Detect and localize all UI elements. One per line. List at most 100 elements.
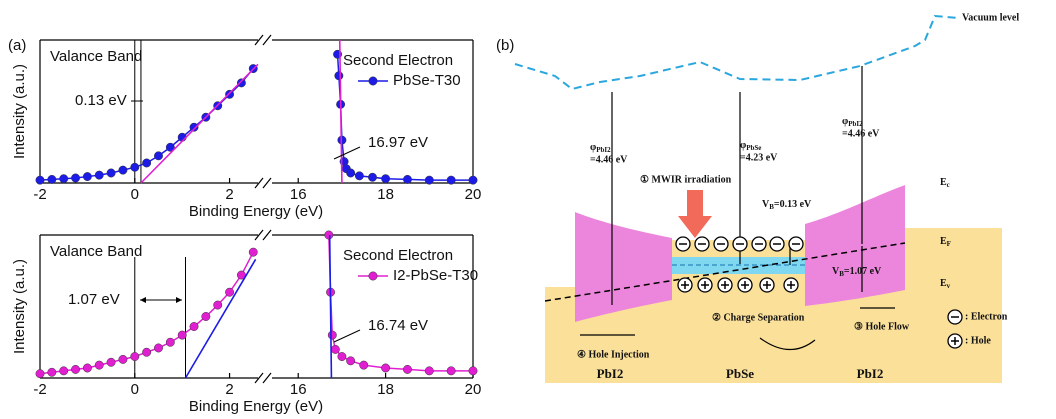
data-point xyxy=(48,368,56,376)
x-tick-label: 16 xyxy=(290,186,307,203)
step-label: ④ Hole Injection xyxy=(577,349,650,360)
gap-label: 0.13 eV xyxy=(75,92,127,109)
data-point xyxy=(190,322,198,330)
x-tick-label: 0 xyxy=(131,186,139,203)
work-function-label: φPbSe xyxy=(740,140,761,151)
material-label: PbSe xyxy=(726,366,754,381)
fit-line xyxy=(330,235,332,378)
barrier-label: VB=0.13 eV xyxy=(762,199,812,210)
subscript: PbI2 xyxy=(596,146,611,154)
data-point xyxy=(95,361,103,369)
work-function-value: =4.46 eV xyxy=(842,128,880,139)
data-point xyxy=(83,172,91,180)
x-tick-label: 16 xyxy=(290,381,307,398)
data-point xyxy=(107,169,115,177)
x-tick-label: 20 xyxy=(465,381,482,398)
data-point xyxy=(346,357,354,365)
data-point xyxy=(225,288,233,296)
work-function-label: φPbI2 xyxy=(842,116,863,127)
pbi2-right-band xyxy=(805,185,905,306)
x-tick-label: 2 xyxy=(225,381,233,398)
data-point xyxy=(325,231,333,239)
data-point xyxy=(328,331,336,339)
data-point xyxy=(83,364,91,372)
work-function-value: =4.46 eV xyxy=(590,154,628,165)
fit-line xyxy=(141,64,258,183)
data-point xyxy=(338,352,346,360)
data-point xyxy=(469,176,477,184)
x-axis-label: Binding Energy (eV) xyxy=(189,398,323,415)
data-point xyxy=(142,159,150,167)
vacuum-level xyxy=(515,16,958,89)
legend-marker xyxy=(369,272,377,280)
annotation-arrow xyxy=(334,330,360,342)
data-point xyxy=(119,355,127,363)
data-point xyxy=(225,90,233,98)
data-point xyxy=(355,172,363,180)
x-tick-label: 0 xyxy=(131,381,139,398)
annotation-arrow xyxy=(334,147,360,159)
value: =0.13 eV xyxy=(774,199,812,210)
legend-marker xyxy=(369,77,377,85)
data-point xyxy=(71,365,79,373)
band-diagram: (b) Vacuum level φPbI2 =4.46 eV φPbSe =4… xyxy=(496,12,1019,383)
axis-break xyxy=(263,230,271,240)
data-point xyxy=(249,248,257,256)
subscript: PbSe xyxy=(746,144,761,152)
data-point xyxy=(71,174,79,182)
vacuum-label: Vacuum level xyxy=(962,12,1019,23)
data-point xyxy=(95,171,103,179)
axis-break xyxy=(263,35,271,45)
subscript: PbI2 xyxy=(848,120,863,128)
y-axis-label: Intensity (a.u.) xyxy=(11,259,28,354)
step-label: ② Charge Separation xyxy=(712,312,805,323)
data-point xyxy=(36,176,44,184)
data-point xyxy=(403,175,411,183)
x-tick-label: 18 xyxy=(377,186,394,203)
work-function-label: φPbI2 xyxy=(590,142,611,153)
material-label: PbI2 xyxy=(857,366,884,381)
x-tick-label: -2 xyxy=(33,186,46,203)
data-point xyxy=(331,345,339,353)
level-label: Ec xyxy=(940,177,950,188)
fit-line xyxy=(185,259,255,378)
data-point xyxy=(237,79,245,87)
axis-break xyxy=(263,178,271,188)
x-tick-label: 2 xyxy=(225,186,233,203)
data-point xyxy=(154,152,162,160)
value: =1.07 eV xyxy=(844,266,882,277)
data-point xyxy=(154,344,162,352)
x-tick-label: -2 xyxy=(33,381,46,398)
subscript: F xyxy=(947,240,951,248)
legend-label: : Electron xyxy=(965,311,1008,322)
cutoff-label: 16.97 eV xyxy=(368,134,428,151)
subscript: v xyxy=(947,282,951,290)
data-point xyxy=(381,364,389,372)
data-point xyxy=(48,175,56,183)
data-point xyxy=(178,331,186,339)
figure: (b) Vacuum level φPbI2 =4.46 eV φPbSe =4… xyxy=(0,0,1056,419)
data-point xyxy=(425,176,433,184)
subscript: c xyxy=(947,181,950,189)
cutoff-label: 16.74 eV xyxy=(368,317,428,334)
y-axis-label: Intensity (a.u.) xyxy=(11,64,28,159)
data-point xyxy=(381,175,389,183)
x-tick-label: 20 xyxy=(465,186,482,203)
data-point xyxy=(131,163,139,171)
data-point xyxy=(214,301,222,309)
panel-label: (b) xyxy=(496,37,514,54)
data-point xyxy=(59,175,67,183)
data-point xyxy=(166,338,174,346)
region-label: Second Electron xyxy=(343,247,453,264)
data-point xyxy=(403,365,411,373)
data-point xyxy=(360,361,368,369)
legend-label: : Hole xyxy=(965,335,991,346)
data-point xyxy=(425,367,433,375)
data-point xyxy=(346,169,354,177)
page: {"chart_data": [ {"type": "line", "panel… xyxy=(0,0,1056,419)
material-label: PbI2 xyxy=(597,366,624,381)
data-point xyxy=(335,72,343,80)
data-point xyxy=(107,358,115,366)
data-point xyxy=(142,348,150,356)
x-axis-label: Binding Energy (eV) xyxy=(189,203,323,220)
